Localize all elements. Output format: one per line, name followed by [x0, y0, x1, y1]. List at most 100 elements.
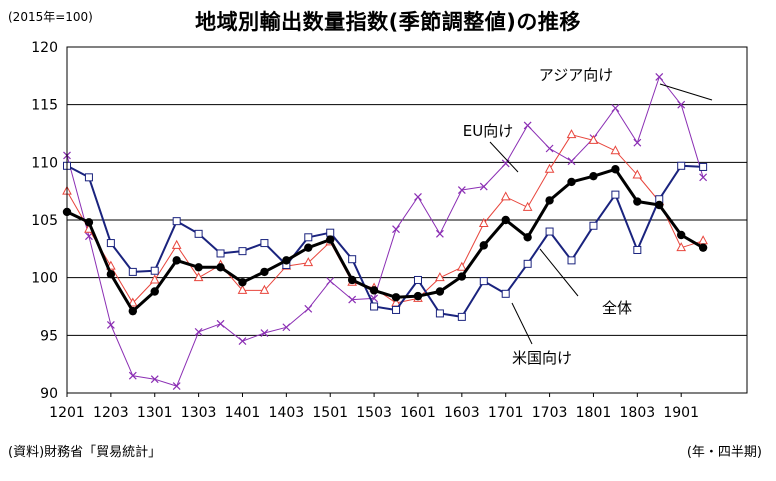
series-us-point	[128, 267, 137, 276]
x-tick-label-1501: 1501	[312, 405, 348, 421]
series-overall-point	[435, 287, 445, 296]
series-asia-point	[699, 173, 708, 182]
series-us-point	[150, 266, 159, 275]
series-asia-point	[238, 337, 247, 346]
series-us-point	[392, 305, 401, 314]
series-us-point	[172, 217, 181, 226]
series-asia-point	[655, 73, 664, 81]
series-overall-point	[413, 291, 423, 301]
y-tick-label-105: 105	[31, 213, 58, 229]
x-tick-label-1201: 1201	[49, 405, 85, 421]
series-us-point	[545, 227, 554, 236]
y-tick-label-110: 110	[31, 155, 58, 171]
series-asia-point	[611, 104, 620, 113]
series-overall-point	[457, 272, 467, 281]
series-overall-point	[611, 165, 620, 174]
series-asia-point	[567, 157, 576, 166]
series-eu-point	[127, 297, 138, 307]
series-overall-point	[84, 218, 94, 227]
series-overall-point	[194, 263, 203, 272]
series-asia-point	[392, 225, 400, 234]
series-asia-point	[479, 182, 488, 191]
x-tick-label-1601: 1601	[400, 405, 436, 421]
x-tick-label-1801: 1801	[576, 405, 612, 421]
series-asia-point	[106, 321, 115, 329]
series-eu-point	[544, 163, 555, 173]
series-us-point	[348, 255, 357, 264]
chart-title: 地域別輸出数量指数(季節調整値)の推移	[195, 10, 581, 34]
y-tick-label-95: 95	[40, 328, 58, 344]
series-overall-point	[216, 263, 225, 272]
series-us-point	[326, 228, 335, 237]
series-eu-point	[149, 274, 160, 284]
x-tick-label-1203: 1203	[93, 405, 129, 421]
series-eu-point	[632, 169, 643, 179]
series-overall-point	[655, 200, 664, 210]
series-asia-point	[172, 382, 181, 391]
series-asia-point	[326, 277, 335, 286]
series-eu-point	[457, 261, 467, 271]
x-tick-label-1401: 1401	[225, 405, 261, 421]
series-overall-point	[589, 171, 598, 181]
series-overall-line	[66, 167, 704, 313]
series-eu-point	[193, 272, 204, 282]
series-asia-point	[545, 144, 554, 153]
annotation-us-leader	[511, 302, 533, 345]
x-tick-label-1301: 1301	[137, 405, 173, 421]
series-overall-point	[633, 197, 642, 206]
series-us-line	[66, 164, 704, 318]
series-us-point	[194, 229, 203, 238]
series-asia-point	[523, 121, 532, 130]
series-eu-point	[566, 129, 577, 139]
series-asia-point	[260, 329, 269, 337]
x-tick-label-1303: 1303	[181, 405, 217, 421]
series-eu-point	[588, 134, 599, 144]
series-us-point	[567, 256, 576, 265]
annotation-asia-leader	[659, 83, 713, 101]
series-us-point	[523, 259, 532, 268]
series-overall-point	[567, 177, 576, 187]
source-note: (資料)財務省「貿易統計」	[8, 445, 162, 460]
gridlines	[67, 104, 747, 336]
x-tick-label-1503: 1503	[356, 405, 392, 421]
x-tick-label-1901: 1901	[663, 405, 699, 421]
series-overall-point	[545, 196, 554, 205]
y-tick-label-120: 120	[31, 40, 58, 56]
series-asia-point	[128, 371, 137, 380]
series-overall-point	[128, 306, 138, 316]
annotation-overall: 全体	[602, 299, 632, 317]
series-overall-point	[106, 270, 116, 279]
annotation-eu: EU向け	[463, 122, 513, 140]
series-asia-point	[414, 193, 422, 201]
series-asia-point	[194, 327, 203, 336]
series-overall-point	[501, 215, 510, 225]
series-overall-point	[676, 230, 686, 240]
series-eu-point	[500, 191, 511, 201]
series-us-point	[260, 239, 269, 248]
unit-label: (2015年=100)	[8, 10, 93, 24]
y-tick-label-115: 115	[31, 98, 58, 114]
series-overall-point	[260, 267, 269, 277]
series-overall-point	[304, 243, 313, 252]
x-tick-label-1403: 1403	[269, 405, 305, 421]
series-eu-point	[676, 242, 687, 252]
series-us-point	[435, 309, 444, 318]
series-asia-point	[633, 138, 642, 147]
series-overall-point	[150, 287, 159, 296]
series-asia-point	[216, 319, 225, 328]
series-overall-point	[282, 256, 291, 265]
series-asia-point	[435, 229, 444, 238]
series-eu-point	[478, 217, 489, 227]
series-us-point	[633, 245, 642, 254]
series-overall-point	[698, 243, 708, 252]
series-asia-point	[282, 323, 291, 332]
series-us-point	[479, 277, 488, 286]
series-eu-point	[303, 257, 314, 267]
y-tick-label-100: 100	[31, 271, 58, 287]
series-eu-point	[237, 284, 248, 294]
annotation-overall-leader	[539, 248, 579, 297]
series-us-point	[413, 275, 422, 284]
series-overall-point	[347, 275, 357, 285]
